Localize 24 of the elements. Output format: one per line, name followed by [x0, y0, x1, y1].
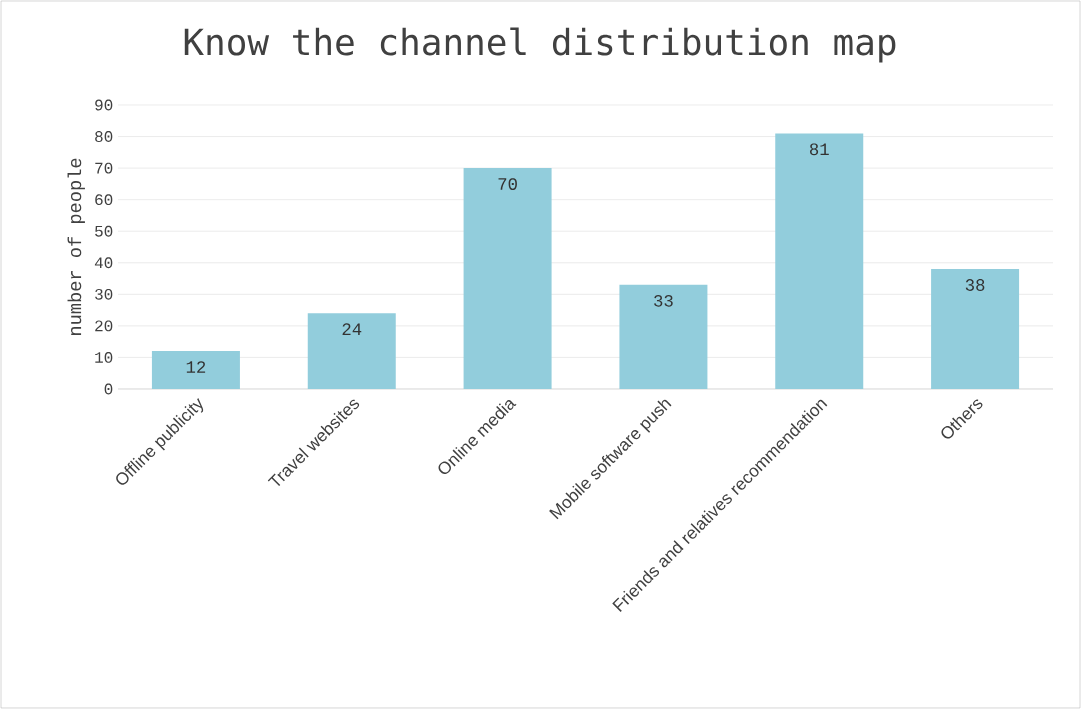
chart-title: Know the channel distribution map: [184, 27, 896, 63]
y-tick-label: 90: [95, 99, 113, 111]
y-tick-label: 80: [95, 131, 113, 142]
data-label: 81: [809, 143, 829, 156]
bar: [775, 133, 864, 389]
bar: [307, 313, 396, 389]
y-tick-label: 40: [94, 257, 113, 269]
bar: [619, 284, 708, 389]
y-tick-label: 20: [95, 320, 113, 332]
y-tick-label: 50: [95, 225, 113, 237]
y-tick-label: 60: [95, 194, 113, 206]
y-tick-label: 10: [95, 352, 113, 363]
data-label: 38: [965, 279, 985, 291]
data-label: 33: [654, 294, 673, 307]
data-label: 70: [498, 178, 517, 190]
data-label: 24: [342, 323, 362, 335]
y-axis-title: number of people: [67, 158, 85, 335]
bar: [151, 351, 240, 389]
y-tick-label: 30: [95, 288, 113, 300]
y-tick-label: 70: [95, 162, 113, 174]
bar: [463, 168, 552, 389]
data-label: 12: [186, 361, 206, 373]
bar: [931, 269, 1020, 389]
y-tick-label: 0: [104, 383, 113, 395]
